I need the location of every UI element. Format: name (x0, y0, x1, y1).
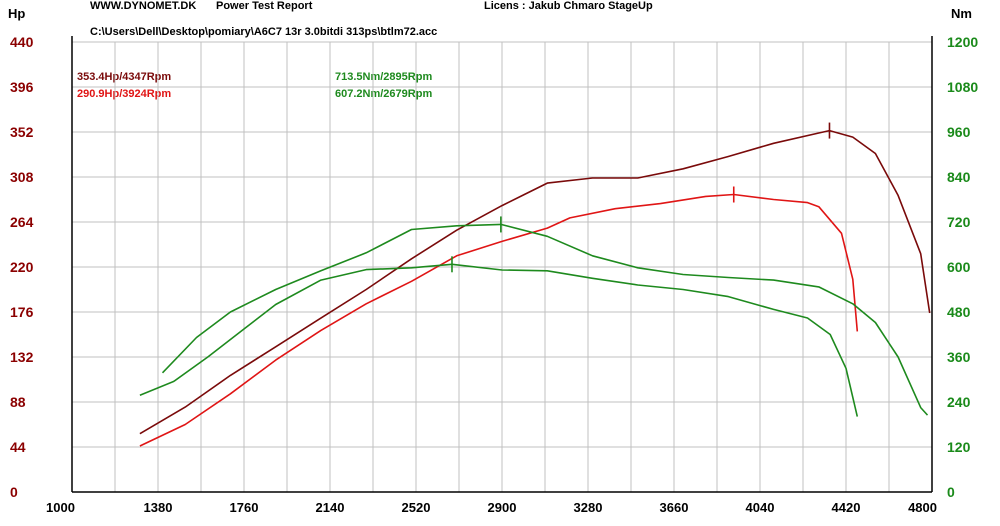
y-left-tick-label: 176 (10, 304, 34, 320)
series-line-3 (139, 263, 859, 417)
y-right-tick-label: 600 (947, 259, 971, 275)
y-left-tick-label: 440 (10, 34, 34, 50)
series-line-0 (139, 129, 931, 435)
grid-layer (72, 41, 932, 492)
y-right-tick-label: 480 (947, 304, 971, 320)
file-path: C:\Users\Dell\Desktop\pomiary\A6C7 13r 3… (90, 26, 438, 38)
y-right-tick-label: 240 (947, 394, 971, 410)
x-tick-label: 1760 (230, 500, 259, 515)
axis-layer (71, 36, 933, 493)
series-layer (139, 122, 931, 447)
x-tick-label: 2520 (402, 500, 431, 515)
peak-nm-after: 713.5Nm/2895Rpm (335, 71, 433, 83)
x-tick-label: 3660 (660, 500, 689, 515)
licence-text: Licens : Jakub Chmaro StageUp (484, 0, 653, 12)
left-axis-unit: Hp (8, 6, 26, 21)
series-line-2 (161, 223, 929, 416)
site-name: WWW.DYNOMET.DK (90, 0, 197, 12)
peak-hp-after: 353.4Hp/4347Rpm (77, 71, 172, 83)
y-right-tick-label: 0 (947, 484, 955, 500)
x-tick-label: 4800 (908, 500, 937, 515)
x-tick-label: 4040 (746, 500, 775, 515)
y-left-tick-label: 88 (10, 394, 26, 410)
y-left-tick-label: 308 (10, 169, 34, 185)
y-left-tick-label: 396 (10, 79, 34, 95)
y-right-tick-label: 1080 (947, 79, 978, 95)
x-tick-label: 1000 (46, 500, 75, 515)
y-left-tick-label: 0 (10, 484, 18, 500)
y-right-tick-label: 120 (947, 439, 971, 455)
y-right-tick-label: 360 (947, 349, 971, 365)
x-tick-label: 4420 (832, 500, 861, 515)
x-tick-label: 2900 (488, 500, 517, 515)
right-axis-unit: Nm (951, 6, 972, 21)
report-title: Power Test Report (216, 0, 313, 12)
peak-hp-before: 290.9Hp/3924Rpm (77, 88, 172, 100)
y-right-tick-label: 720 (947, 214, 971, 230)
y-left-tick-label: 352 (10, 124, 34, 140)
series-line-1 (139, 193, 859, 447)
y-left-tick-label: 264 (10, 214, 34, 230)
peak-nm-before: 607.2Nm/2679Rpm (335, 88, 433, 100)
x-tick-label: 3280 (574, 500, 603, 515)
y-right-tick-label: 960 (947, 124, 971, 140)
x-tick-label: 2140 (316, 500, 345, 515)
y-right-tick-label: 1200 (947, 34, 978, 50)
x-tick-label: 1380 (144, 500, 173, 515)
y-left-tick-label: 44 (10, 439, 26, 455)
y-right-tick-label: 840 (947, 169, 971, 185)
label-layer: 0 44 88 132 176 220 264 308 352 396 440 0 120 240 360 4… (10, 34, 978, 515)
y-left-tick-label: 132 (10, 349, 34, 365)
y-left-tick-label: 220 (10, 259, 34, 275)
